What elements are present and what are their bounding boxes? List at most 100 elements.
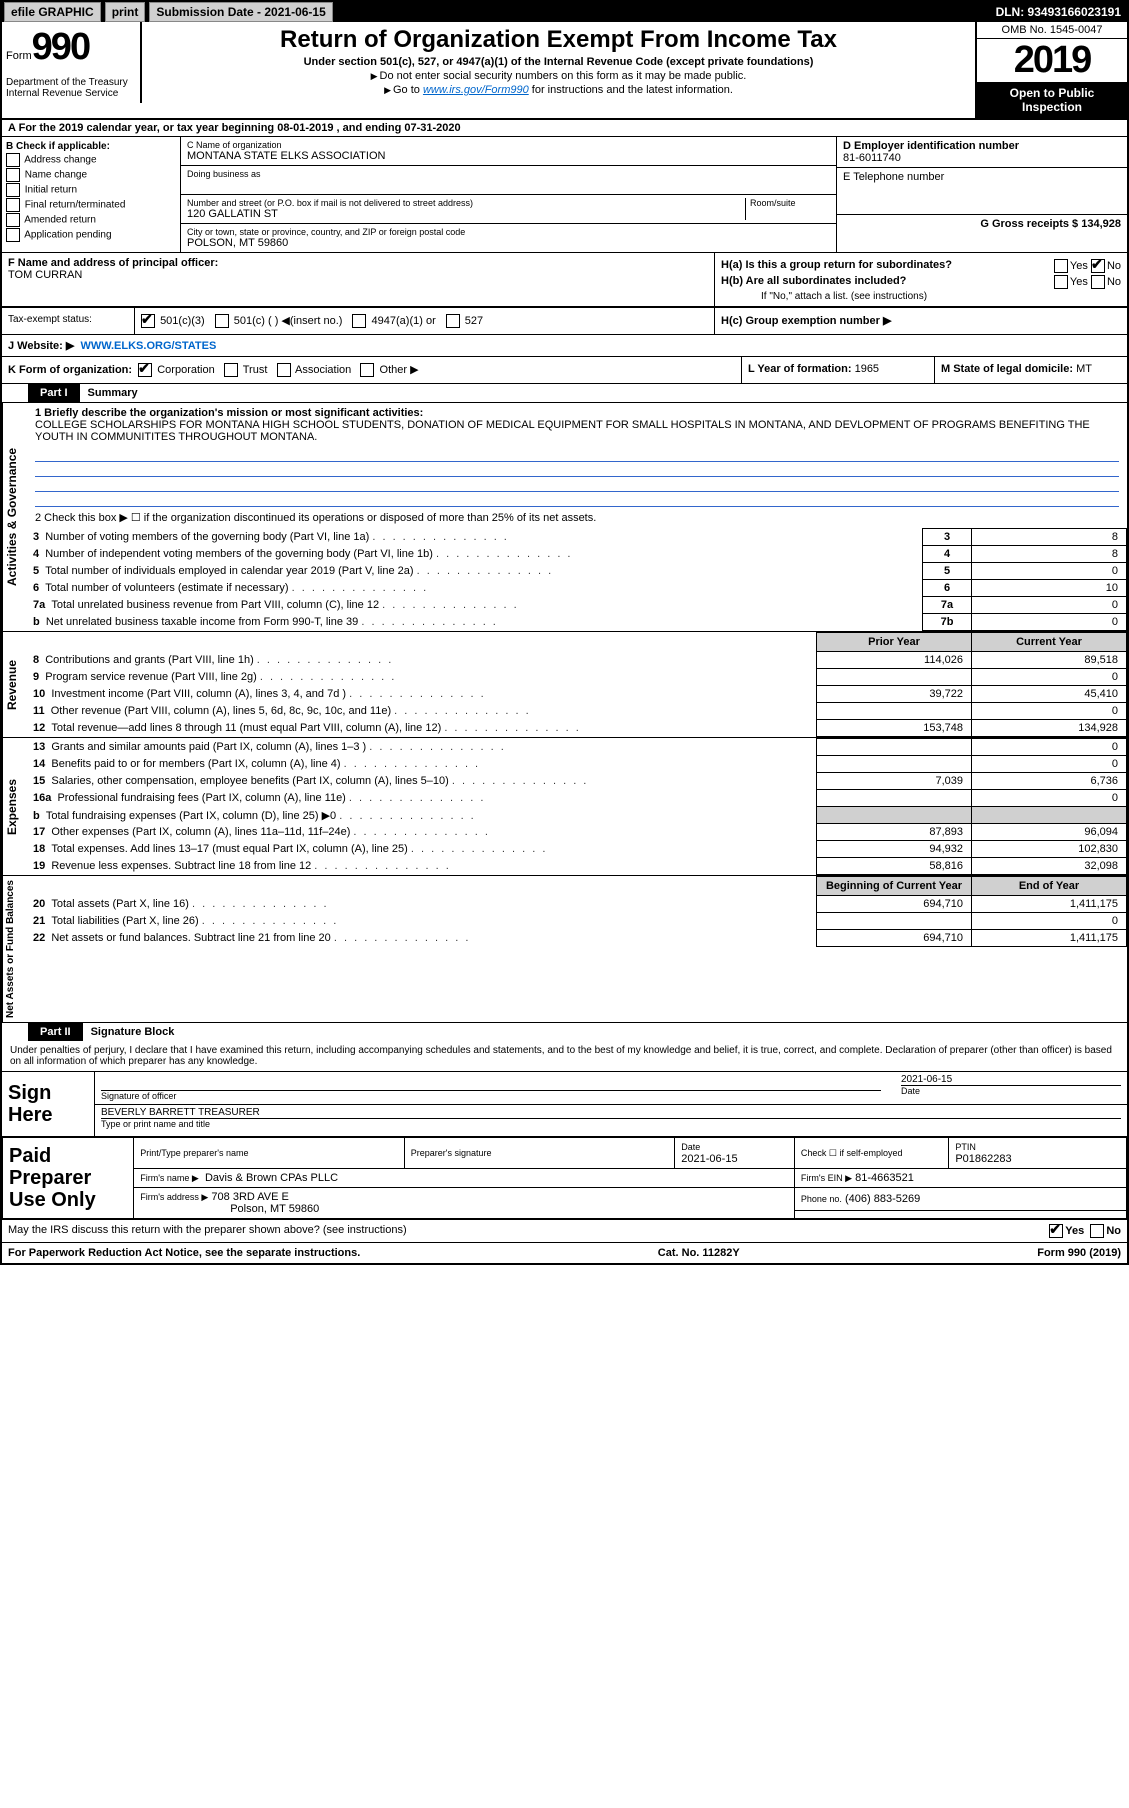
- tax-exempt-label: Tax-exempt status:: [2, 308, 135, 334]
- header-current-year: Current Year: [972, 633, 1127, 652]
- website-link[interactable]: WWW.ELKS.ORG/STATES: [80, 340, 216, 352]
- part-ii-header: Part II Signature Block: [2, 1023, 1127, 1041]
- form-number-box: Form990: [2, 22, 142, 73]
- form-header: Form990 Department of the Treasury Inter…: [2, 22, 1127, 120]
- check-app-pending[interactable]: Application pending: [6, 228, 176, 242]
- header-center: Return of Organization Exempt From Incom…: [142, 22, 975, 118]
- table-row: 15 Salaries, other compensation, employe…: [27, 773, 1127, 790]
- table-row: 3 Number of voting members of the govern…: [27, 529, 1127, 546]
- header-right: OMB No. 1545-0047 2019 Open to Public In…: [975, 22, 1127, 118]
- irs-link[interactable]: www.irs.gov/Form990: [423, 84, 529, 96]
- print-button[interactable]: print: [105, 2, 146, 22]
- expenses-table: 13 Grants and similar amounts paid (Part…: [27, 738, 1127, 875]
- firm-address-1: 708 3RD AVE E: [211, 1191, 288, 1203]
- org-info-block: B Check if applicable: Address change Na…: [2, 137, 1127, 253]
- ptin-value: P01862283: [955, 1153, 1011, 1165]
- table-row: 8 Contributions and grants (Part VIII, l…: [27, 652, 1127, 669]
- footer-mid: Cat. No. 11282Y: [658, 1247, 740, 1259]
- dept-treasury: Department of the Treasury Internal Reve…: [2, 73, 142, 103]
- box-b: B Check if applicable: Address change Na…: [2, 137, 181, 252]
- table-row: 6 Total number of volunteers (estimate i…: [27, 580, 1127, 597]
- efile-button[interactable]: efile GRAPHIC: [4, 2, 101, 22]
- check-4947[interactable]: 4947(a)(1) or: [352, 314, 435, 328]
- table-row: b Total fundraising expenses (Part IX, c…: [27, 807, 1127, 824]
- prep-date: 2021-06-15: [681, 1153, 737, 1165]
- box-b-label: B Check if applicable:: [6, 141, 110, 152]
- page-footer: For Paperwork Reduction Act Notice, see …: [2, 1242, 1127, 1263]
- check-501c[interactable]: 501(c) ( ) ◀(insert no.): [215, 314, 343, 328]
- table-row: 16a Professional fundraising fees (Part …: [27, 790, 1127, 807]
- discuss-no[interactable]: [1090, 1224, 1104, 1238]
- hb-note: If "No," attach a list. (see instruction…: [721, 291, 1121, 302]
- section-revenue: Revenue Prior YearCurrent Year 8 Contrib…: [2, 632, 1127, 738]
- table-row: 7a Total unrelated business revenue from…: [27, 597, 1127, 614]
- box-c-name-label: C Name of organization: [187, 140, 830, 150]
- net-assets-table: Beginning of Current YearEnd of Year 20 …: [27, 876, 1127, 947]
- row-tax-exempt: Tax-exempt status: 501(c)(3) 501(c) ( ) …: [2, 307, 1127, 335]
- sign-here-label: Sign Here: [2, 1072, 94, 1136]
- header-prior-year: Prior Year: [817, 633, 972, 652]
- check-other[interactable]: [360, 363, 374, 377]
- table-row: 20 Total assets (Part X, line 16) 694,71…: [27, 896, 1127, 913]
- check-amended[interactable]: Amended return: [6, 213, 176, 227]
- sig-officer-label: Signature of officer: [101, 1090, 881, 1101]
- box-c-dba-label: Doing business as: [187, 169, 830, 179]
- signature-disclaimer: Under penalties of perjury, I declare th…: [2, 1041, 1127, 1072]
- governance-table: 3 Number of voting members of the govern…: [27, 528, 1127, 631]
- sign-here-block: Sign Here Signature of officer 2021-06-1…: [2, 1072, 1127, 1137]
- discuss-yes[interactable]: [1049, 1224, 1063, 1238]
- box-d-label: D Employer identification number: [843, 140, 1019, 152]
- form-container: efile GRAPHIC print Submission Date - 20…: [0, 0, 1129, 1265]
- table-row: 19 Revenue less expenses. Subtract line …: [27, 858, 1127, 875]
- prep-self-employed[interactable]: Check ☐ if self-employed: [794, 1138, 948, 1169]
- check-final-return[interactable]: Final return/terminated: [6, 198, 176, 212]
- header-beginning: Beginning of Current Year: [817, 877, 972, 896]
- check-corporation[interactable]: [138, 363, 152, 377]
- table-row: 21 Total liabilities (Part X, line 26) 0: [27, 913, 1127, 930]
- check-name-change[interactable]: Name change: [6, 168, 176, 182]
- box-h: H(a) Is this a group return for subordin…: [715, 253, 1127, 306]
- form-note-1: Do not enter social security numbers on …: [150, 70, 967, 82]
- sig-date: 2021-06-15: [901, 1074, 1121, 1085]
- table-row: 14 Benefits paid to or for members (Part…: [27, 756, 1127, 773]
- prep-name-header: Print/Type preparer's name: [134, 1138, 405, 1169]
- form-word: Form: [6, 50, 32, 62]
- table-row: 5 Total number of individuals employed i…: [27, 563, 1127, 580]
- org-address: 120 GALLATIN ST: [187, 208, 745, 220]
- ein-value: 81-6011740: [843, 152, 901, 164]
- name-title-label: Type or print name and title: [101, 1118, 1121, 1129]
- principal-officer: TOM CURRAN: [8, 269, 82, 281]
- check-initial-return[interactable]: Initial return: [6, 183, 176, 197]
- box-f: F Name and address of principal officer:…: [2, 253, 715, 306]
- form-subtitle: Under section 501(c), 527, or 4947(a)(1)…: [150, 56, 967, 68]
- check-trust[interactable]: [224, 363, 238, 377]
- firm-phone: (406) 883-5269: [845, 1193, 920, 1205]
- submission-date-button[interactable]: Submission Date - 2021-06-15: [149, 2, 332, 22]
- mission-label: 1 Briefly describe the organization's mi…: [35, 407, 423, 419]
- check-association[interactable]: [277, 363, 291, 377]
- part-i-header: Part I Summary: [2, 384, 1127, 403]
- check-527[interactable]: 527: [446, 314, 483, 328]
- box-m: M State of legal domicile: MT: [934, 357, 1127, 383]
- check-501c3[interactable]: 501(c)(3): [141, 314, 205, 328]
- box-c-addr-label: Number and street (or P.O. box if mail i…: [187, 198, 745, 208]
- box-e-label: E Telephone number: [843, 171, 944, 183]
- hc-label: H(c) Group exemption number ▶: [721, 315, 891, 327]
- discuss-question: May the IRS discuss this return with the…: [8, 1224, 1049, 1238]
- table-row: 13 Grants and similar amounts paid (Part…: [27, 739, 1127, 756]
- check-address-change[interactable]: Address change: [6, 153, 176, 167]
- table-row: 9 Program service revenue (Part VIII, li…: [27, 669, 1127, 686]
- revenue-table: Prior YearCurrent Year 8 Contributions a…: [27, 632, 1127, 737]
- table-row: 11 Other revenue (Part VIII, column (A),…: [27, 703, 1127, 720]
- form-number: 990: [32, 26, 89, 68]
- label-governance: Activities & Governance: [2, 403, 27, 631]
- table-row: 4 Number of independent voting members o…: [27, 546, 1127, 563]
- firm-address-2: Polson, MT 59860: [140, 1203, 319, 1215]
- omb-number: OMB No. 1545-0047: [977, 22, 1127, 39]
- table-row: 10 Investment income (Part VIII, column …: [27, 686, 1127, 703]
- box-c-city-label: City or town, state or province, country…: [187, 227, 830, 237]
- table-row: 18 Total expenses. Add lines 13–17 (must…: [27, 841, 1127, 858]
- paid-preparer-label: Paid Preparer Use Only: [3, 1138, 134, 1219]
- firm-ein: 81-4663521: [855, 1172, 914, 1184]
- prep-sig-header: Preparer's signature: [404, 1138, 675, 1169]
